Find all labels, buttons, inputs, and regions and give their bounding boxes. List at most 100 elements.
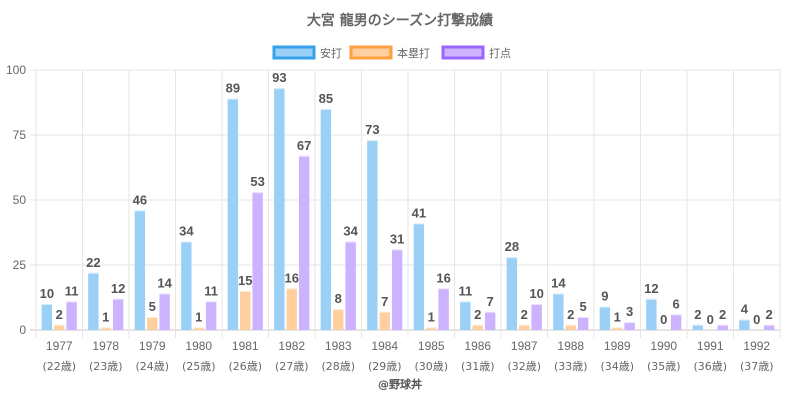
data-label: 11 — [204, 283, 218, 298]
bar-安打-1992 — [739, 319, 750, 330]
data-label: 2 — [521, 307, 528, 322]
legend-swatch-0[interactable] — [272, 45, 316, 60]
x-tick-sublabel: (34歳) — [600, 360, 634, 373]
legend-label-1[interactable]: 本塁打 — [397, 46, 430, 60]
data-label: 53 — [250, 174, 264, 189]
y-tick-label: 25 — [13, 258, 27, 272]
x-tick-sublabel: (30歳) — [414, 360, 448, 373]
data-label: 1 — [614, 309, 621, 324]
x-tick-label: 1986 — [464, 339, 491, 353]
bar-本塁打-1986 — [472, 324, 483, 330]
bar-打点-1986 — [484, 311, 496, 330]
bar-打点-1987 — [531, 304, 542, 330]
data-label: 5 — [580, 299, 587, 314]
data-label: 9 — [601, 289, 608, 304]
y-axis: 0 25 50 75 100 — [6, 63, 26, 337]
x-tick-label: 1991 — [697, 339, 724, 353]
x-tick-sublabel: (27歳) — [275, 360, 309, 373]
bar-安打-1990 — [646, 298, 657, 330]
x-tick-sublabel: (28歳) — [321, 360, 355, 373]
x-tick-sublabel: (22歳) — [42, 360, 76, 373]
data-label: 31 — [390, 231, 404, 246]
data-label: 5 — [149, 299, 156, 314]
data-label: 10 — [529, 286, 543, 301]
bar-安打-1979 — [134, 210, 146, 330]
data-label: 85 — [319, 91, 333, 106]
x-tick-sublabel: (36歳) — [693, 360, 727, 373]
bar-安打-1982 — [274, 88, 285, 330]
x-tick-sublabel: (31歳) — [461, 360, 495, 373]
data-label: 12 — [644, 281, 658, 296]
legend-label-0[interactable]: 安打 — [320, 46, 342, 60]
x-tick-sublabel: (33歳) — [554, 360, 588, 373]
x-tick-label: 1978 — [92, 339, 119, 353]
data-label: 16 — [285, 270, 299, 285]
legend: 安打 本塁打 打点 — [272, 45, 511, 60]
data-label: 1 — [428, 309, 435, 324]
bar-打点-1992 — [763, 324, 775, 330]
x-tick-label: 1989 — [604, 339, 631, 353]
data-label: 16 — [436, 270, 450, 285]
x-tick-label: 1992 — [743, 339, 770, 353]
data-label: 8 — [335, 291, 342, 306]
data-label: 1 — [102, 309, 109, 324]
bar-本塁打-1987 — [519, 324, 530, 330]
data-label: 22 — [86, 255, 100, 270]
bar-安打-1984 — [367, 140, 378, 330]
data-label: 2 — [719, 307, 726, 322]
bar-打点-1980 — [205, 301, 217, 330]
data-label: 46 — [133, 192, 147, 207]
bar-打点-1984 — [391, 249, 403, 330]
data-label: 15 — [238, 273, 252, 288]
data-label: 7 — [487, 294, 494, 309]
x-tick-sublabel: (32歳) — [507, 360, 541, 373]
data-label: 1 — [195, 309, 202, 324]
y-tick-label: 100 — [6, 63, 26, 77]
x-tick-label: 1984 — [371, 339, 398, 353]
data-label: 0 — [707, 312, 714, 327]
bar-安打-1983 — [320, 109, 332, 330]
data-label: 0 — [660, 312, 667, 327]
x-tick-sublabel: (29歳) — [368, 360, 402, 373]
bar-本塁打-1988 — [565, 324, 576, 330]
data-label: 73 — [365, 122, 379, 137]
x-tick-sublabel: (24歳) — [135, 360, 169, 373]
data-label: 11 — [458, 283, 472, 298]
x-tick-label: 1977 — [46, 339, 73, 353]
x-tick-label: 1982 — [278, 339, 305, 353]
bar-本塁打-1981 — [240, 291, 251, 330]
bar-打点-1990 — [670, 314, 682, 330]
data-label: 2 — [474, 307, 481, 322]
data-label: 41 — [412, 205, 426, 220]
data-label: 34 — [343, 224, 358, 239]
legend-label-2[interactable]: 打点 — [489, 46, 511, 60]
x-tick-sublabel: (35歳) — [647, 360, 681, 373]
data-label: 2 — [56, 307, 63, 322]
data-label: 4 — [741, 302, 749, 317]
data-label: 93 — [272, 70, 286, 85]
legend-swatch-1[interactable] — [349, 45, 393, 60]
data-label: 67 — [297, 138, 311, 153]
bar-安打-1980 — [181, 241, 192, 330]
data-label: 12 — [111, 281, 125, 296]
bar-打点-1979 — [159, 293, 170, 330]
bars — [41, 88, 775, 330]
bar-打点-1991 — [717, 324, 728, 330]
bar-安打-1991 — [692, 324, 704, 330]
bar-安打-1981 — [227, 98, 239, 330]
bar-本塁打-1982 — [286, 288, 297, 330]
x-tick-sublabel: (26歳) — [228, 360, 262, 373]
data-label: 2 — [567, 307, 574, 322]
data-label: 3 — [626, 304, 633, 319]
data-label: 34 — [179, 224, 194, 239]
grid — [30, 69, 781, 338]
bar-打点-1978 — [112, 298, 124, 330]
bar-本塁打-1978 — [100, 327, 111, 330]
credit: @野球丼 — [378, 377, 422, 391]
bar-本塁打-1983 — [333, 309, 344, 330]
y-tick-label: 50 — [13, 193, 27, 207]
legend-swatch-2[interactable] — [441, 45, 485, 60]
data-label: 10 — [40, 286, 54, 301]
